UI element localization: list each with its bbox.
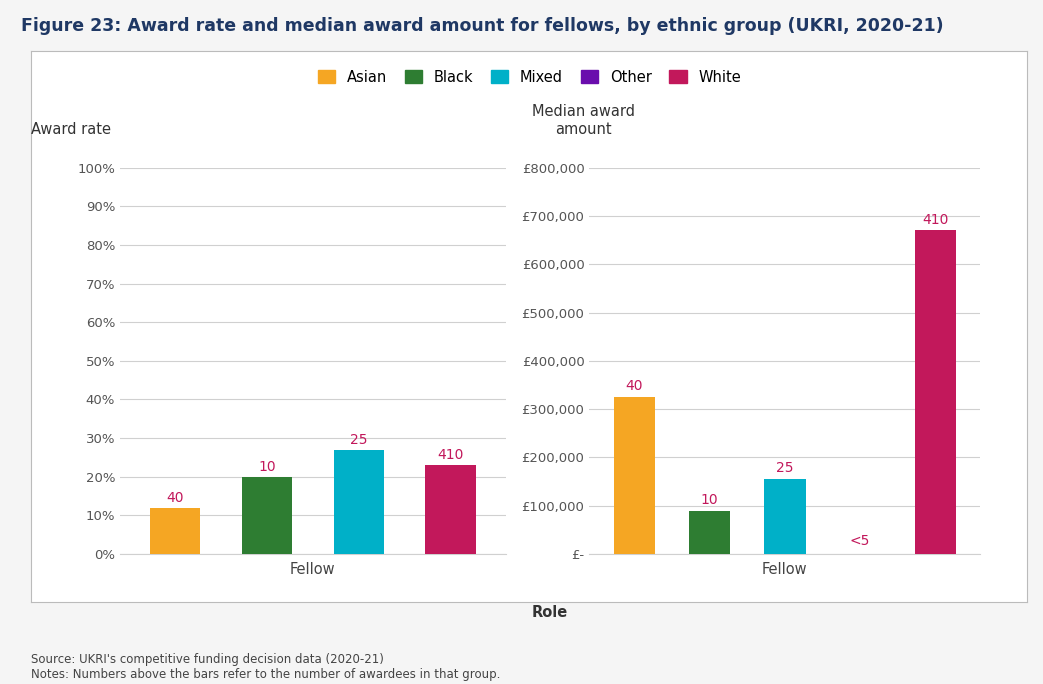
- Text: 410: 410: [437, 449, 464, 462]
- Text: 40: 40: [626, 379, 644, 393]
- Bar: [426, 465, 476, 554]
- Text: Award rate: Award rate: [31, 122, 112, 137]
- Text: Figure 23: Award rate and median award amount for fellows, by ethnic group (UKRI: Figure 23: Award rate and median award a…: [21, 17, 944, 35]
- Text: 10: 10: [259, 460, 275, 474]
- Bar: [765, 479, 805, 554]
- Text: Role: Role: [532, 605, 568, 620]
- Text: 10: 10: [701, 492, 719, 507]
- Legend: Asian, Black, Mixed, Other, White: Asian, Black, Mixed, Other, White: [312, 64, 747, 91]
- Bar: [613, 397, 655, 554]
- Bar: [334, 449, 384, 554]
- Text: Source: UKRI's competitive funding decision data (2020-21)
Notes: Numbers above : Source: UKRI's competitive funding decis…: [31, 653, 501, 681]
- Text: 25: 25: [776, 461, 794, 475]
- Bar: [915, 231, 956, 554]
- Text: Median award
amount: Median award amount: [532, 105, 635, 137]
- Bar: [242, 477, 292, 554]
- Text: <5: <5: [850, 534, 870, 549]
- Text: 410: 410: [922, 213, 948, 226]
- Text: 25: 25: [350, 433, 367, 447]
- Text: 40: 40: [166, 491, 184, 505]
- Bar: [150, 508, 200, 554]
- Bar: [689, 510, 730, 554]
